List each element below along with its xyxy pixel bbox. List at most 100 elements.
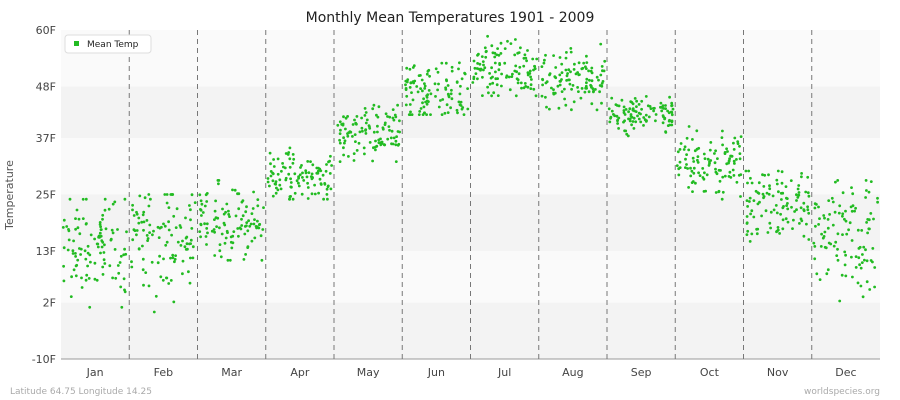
data-point xyxy=(732,148,736,151)
data-point xyxy=(306,160,310,163)
data-point xyxy=(714,191,718,194)
data-point xyxy=(342,136,345,140)
data-point xyxy=(721,175,725,179)
data-point xyxy=(342,146,345,150)
data-point xyxy=(460,77,464,81)
data-point xyxy=(410,91,413,94)
data-point xyxy=(514,38,517,41)
data-point xyxy=(833,210,837,214)
data-point xyxy=(692,171,696,175)
data-point xyxy=(193,201,197,205)
data-point xyxy=(328,172,332,175)
data-point xyxy=(317,191,320,195)
data-point xyxy=(256,198,260,202)
data-point xyxy=(718,179,722,183)
data-point xyxy=(500,72,503,76)
data-point xyxy=(692,166,696,170)
data-point xyxy=(703,157,707,161)
data-point xyxy=(806,175,810,179)
data-point xyxy=(873,266,877,269)
data-point xyxy=(725,147,728,151)
data-point xyxy=(748,196,752,200)
data-point xyxy=(74,217,77,221)
data-point xyxy=(849,205,853,209)
data-point xyxy=(161,278,165,282)
data-point xyxy=(325,193,329,196)
chart-title: Monthly Mean Temperatures 1901 - 2009 xyxy=(306,10,595,26)
data-point xyxy=(93,277,97,281)
data-point xyxy=(610,96,614,100)
data-point xyxy=(844,219,848,223)
data-point xyxy=(876,200,879,204)
data-point xyxy=(780,170,784,174)
data-point xyxy=(864,179,868,182)
x-axis-ticks: Jan Feb Mar Apr May Jun Jul Aug Sep Oct Nov Dec xyxy=(86,366,857,379)
data-point xyxy=(354,121,358,125)
data-point xyxy=(269,174,273,178)
data-point xyxy=(157,236,161,240)
data-point xyxy=(306,186,310,189)
data-point xyxy=(251,207,255,210)
data-point xyxy=(752,215,756,219)
data-point xyxy=(171,256,175,260)
data-point xyxy=(398,119,401,123)
data-point xyxy=(455,108,459,112)
data-point xyxy=(189,256,192,260)
data-point xyxy=(174,254,178,257)
data-point xyxy=(488,72,491,75)
data-point xyxy=(838,204,842,208)
data-point xyxy=(806,205,809,209)
data-point xyxy=(422,97,425,101)
data-point xyxy=(353,118,356,122)
data-point xyxy=(714,149,717,153)
data-point xyxy=(689,166,692,170)
data-point xyxy=(216,179,220,182)
data-point xyxy=(278,178,282,182)
data-point xyxy=(528,69,532,73)
data-point xyxy=(169,193,173,196)
data-point xyxy=(457,67,460,71)
data-point xyxy=(735,158,738,161)
data-point xyxy=(520,86,523,90)
data-point xyxy=(179,244,183,247)
data-point xyxy=(363,114,367,117)
data-point xyxy=(254,225,258,228)
data-point xyxy=(282,165,285,169)
data-point xyxy=(690,169,694,173)
data-point xyxy=(481,94,484,97)
data-point xyxy=(181,239,184,243)
data-point xyxy=(81,197,85,201)
data-point xyxy=(588,78,591,82)
data-point xyxy=(685,163,688,166)
data-point xyxy=(437,105,441,109)
data-point xyxy=(517,72,521,76)
data-point xyxy=(304,169,308,173)
data-point xyxy=(309,160,312,164)
data-point xyxy=(122,277,126,281)
data-point xyxy=(554,66,558,69)
data-point xyxy=(274,191,278,195)
data-point xyxy=(600,101,603,105)
data-point xyxy=(412,81,415,85)
data-point xyxy=(698,174,702,178)
data-point xyxy=(615,114,619,118)
data-point xyxy=(799,206,803,210)
data-point xyxy=(814,224,817,228)
data-point xyxy=(154,294,158,298)
data-point xyxy=(409,110,412,114)
data-point xyxy=(162,222,165,226)
data-point xyxy=(227,213,231,216)
data-point xyxy=(404,103,408,107)
data-point xyxy=(89,260,92,264)
data-point xyxy=(289,177,292,181)
data-point xyxy=(806,191,810,195)
data-point xyxy=(567,78,570,82)
data-point xyxy=(120,305,124,309)
data-point xyxy=(98,223,102,226)
data-point xyxy=(466,107,470,111)
data-point xyxy=(74,264,78,268)
data-point xyxy=(103,243,106,247)
data-point xyxy=(622,120,625,124)
data-point xyxy=(823,230,827,234)
data-point xyxy=(530,78,533,81)
